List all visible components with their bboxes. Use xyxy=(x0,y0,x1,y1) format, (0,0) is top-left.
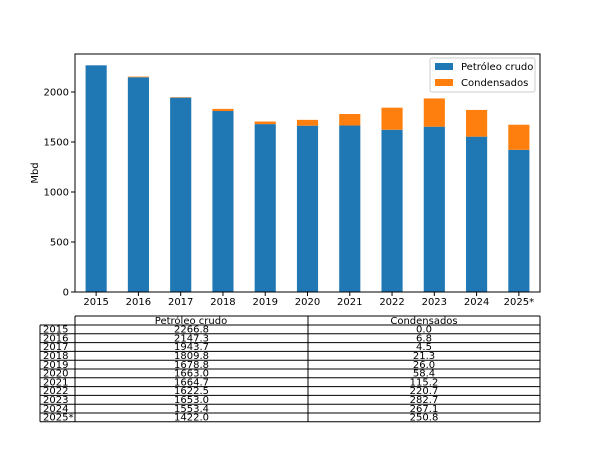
legend: Petróleo crudo Condensados xyxy=(429,57,536,93)
x-tick-label: 2018 xyxy=(210,297,235,308)
table-cell-crudo: 1653.0 xyxy=(174,395,209,406)
x-tick-label: 2020 xyxy=(295,297,320,308)
bar-condensados-2020 xyxy=(296,119,319,126)
table-cell-crudo: 1553.4 xyxy=(174,404,209,415)
table-cell-crudo: 1622.5 xyxy=(174,386,209,397)
bar-condensados-2018 xyxy=(212,108,234,112)
x-tick-label: 2017 xyxy=(168,297,193,308)
table-row-label: 2022 xyxy=(43,386,68,397)
y-tick-label: 500 xyxy=(50,238,69,249)
table-row-label: 2016 xyxy=(43,333,68,344)
x-tick-label: 2022 xyxy=(379,297,404,308)
table-header-crudo: Petróleo crudo xyxy=(155,315,227,327)
table-cell-condensados: 4.5 xyxy=(416,342,432,353)
table-cell-crudo: 1663.0 xyxy=(174,369,209,380)
table-cell-condensados: 250.8 xyxy=(410,413,439,424)
table-cell-condensados: 282.7 xyxy=(410,395,439,406)
bar-crudo-2018 xyxy=(212,111,234,293)
bar-crudo-2020 xyxy=(296,125,319,292)
y-tick-label: 1500 xyxy=(44,138,69,149)
table-cell-condensados: 220.7 xyxy=(410,386,439,397)
bar-condensados-2022 xyxy=(381,107,403,130)
bar-crudo-2024 xyxy=(466,136,488,292)
bar-condensados-2023 xyxy=(423,98,445,127)
x-axis: 2015 2016 2017 2018 2019 2020 2021 2022 2023 2024… xyxy=(83,292,534,308)
bar-crudo-2021 xyxy=(339,125,361,292)
bar-crudo-2019 xyxy=(254,124,276,293)
x-tick-label: 2024 xyxy=(464,297,489,308)
bar-crudo-2023 xyxy=(423,126,445,292)
x-tick-label: 2016 xyxy=(126,297,151,308)
table-row-label: 2019 xyxy=(43,360,68,371)
bar-condensados-2019 xyxy=(254,121,276,125)
table-cell-condensados: 26.0 xyxy=(413,360,435,371)
x-tick-label: 2015 xyxy=(83,297,108,308)
bars-layer xyxy=(85,65,530,293)
bar-crudo-2022 xyxy=(381,129,403,292)
table-cell-condensados: 267.1 xyxy=(410,404,439,415)
table-cell-crudo: 1943.7 xyxy=(174,342,209,353)
table-row-label: 2018 xyxy=(43,351,68,362)
bar-condensados-2025* xyxy=(508,124,530,150)
legend-swatch-crudo xyxy=(435,63,453,70)
table-cell-condensados: 115.2 xyxy=(410,377,439,388)
bar-crudo-2025* xyxy=(508,149,530,292)
bar-crudo-2015 xyxy=(85,65,107,292)
table-cell-crudo: 1422.0 xyxy=(174,413,209,424)
table-cell-condensados: 58.4 xyxy=(413,369,435,380)
table-row-label: 2015 xyxy=(43,325,68,336)
y-tick-label: 0 xyxy=(63,288,69,299)
y-axis: 0 500 1000 1500 2000 xyxy=(44,88,75,299)
data-table: Petróleo crudo Condensados 2015 2266.8 0.0… xyxy=(39,315,541,424)
x-tick-label: 2023 xyxy=(422,297,447,308)
table-row-label: 2024 xyxy=(43,404,68,415)
table-cell-condensados: 0.0 xyxy=(416,325,432,336)
table-cell-crudo: 1678.8 xyxy=(174,360,209,371)
bar-condensados-2021 xyxy=(339,114,361,126)
x-tick-label: 2021 xyxy=(337,297,362,308)
legend-label-crudo: Petróleo crudo xyxy=(461,61,533,73)
bar-condensados-2016 xyxy=(127,76,149,78)
x-tick-label: 2019 xyxy=(253,297,278,308)
table-row-label: 2025* xyxy=(43,413,73,424)
table-cell-crudo: 2266.8 xyxy=(174,325,209,336)
bar-crudo-2016 xyxy=(127,77,149,293)
legend-swatch-condensados xyxy=(435,79,453,86)
table-row-label: 2021 xyxy=(43,377,68,388)
bar-crudo-2017 xyxy=(170,97,192,292)
table-cell-crudo: 2147.3 xyxy=(174,333,209,344)
legend-box xyxy=(429,57,536,93)
table-header-condensados: Condensados xyxy=(390,316,457,327)
x-tick-label: 2025* xyxy=(504,297,534,308)
y-tick-label: 1000 xyxy=(44,188,69,199)
table-row-label: 2023 xyxy=(43,395,68,406)
legend-label-condensados: Condensados xyxy=(461,78,528,89)
table-cell-crudo: 1664.7 xyxy=(174,377,209,388)
table-row-label: 2020 xyxy=(43,369,68,380)
bar-condensados-2024 xyxy=(466,109,488,137)
y-tick-label: 2000 xyxy=(44,88,69,99)
y-axis-label: Mbd xyxy=(30,162,41,183)
table-row-label: 2017 xyxy=(43,342,68,353)
table-cell-condensados: 21.3 xyxy=(413,351,435,362)
table-cell-condensados: 6.8 xyxy=(416,333,432,344)
table-cell-crudo: 1809.8 xyxy=(174,351,209,362)
